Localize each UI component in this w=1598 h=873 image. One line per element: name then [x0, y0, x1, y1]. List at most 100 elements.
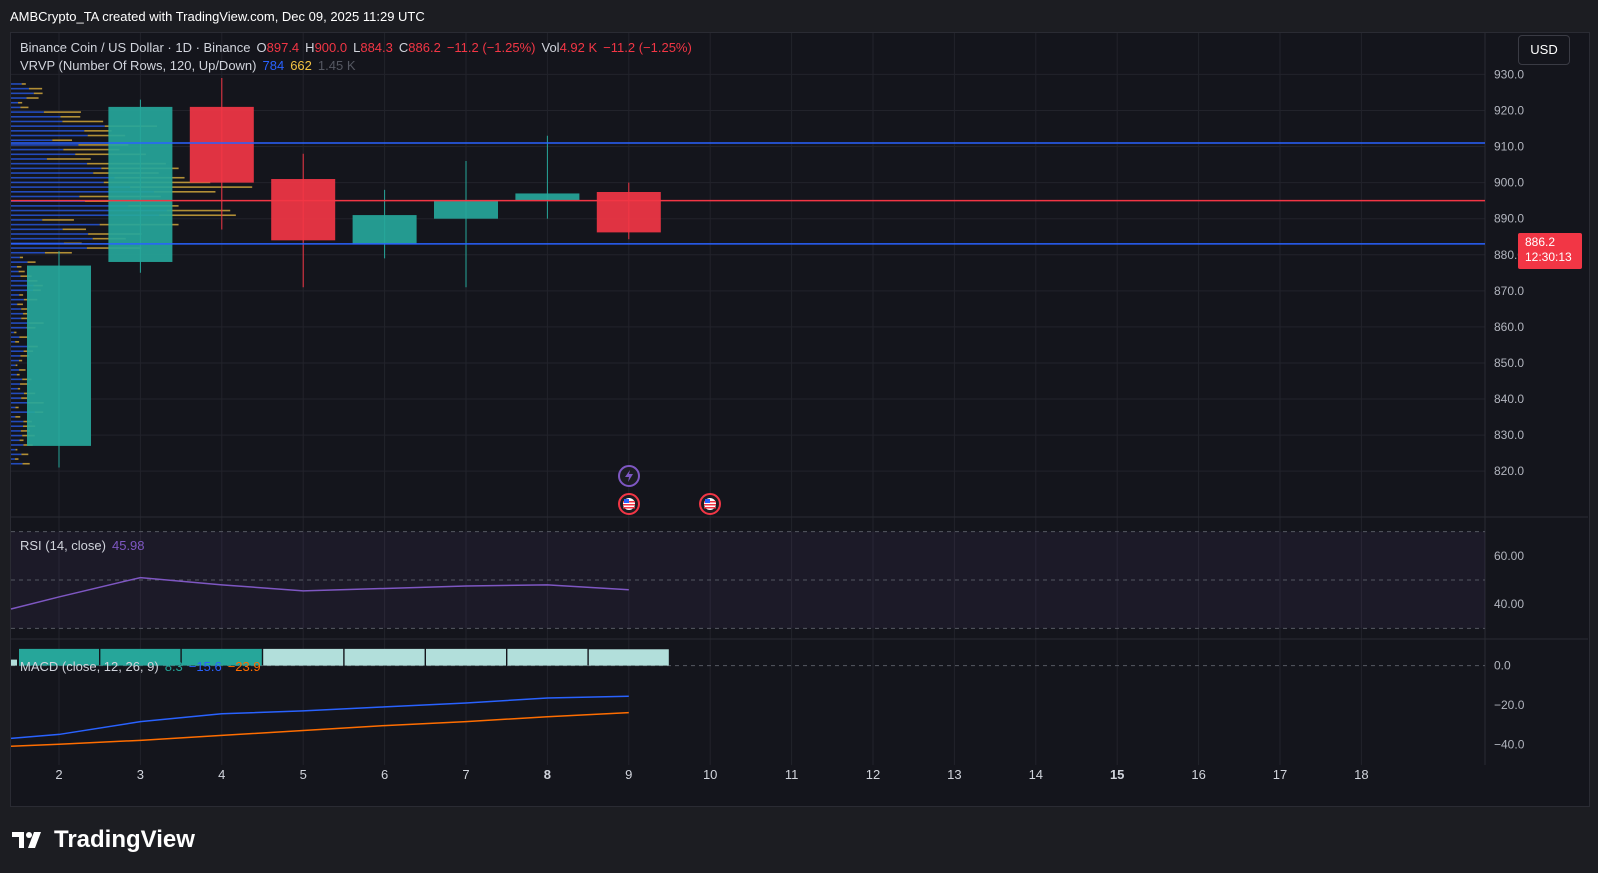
vrvp-down-row — [62, 228, 87, 231]
vrvp-down-row — [22, 378, 32, 381]
vrvp-down-row — [153, 191, 216, 193]
time-axis-label: 12 — [866, 767, 880, 782]
vrvp-down-value: 662 — [290, 58, 312, 73]
vrvp-up-row — [11, 176, 115, 179]
time-axis-label: 18 — [1354, 767, 1368, 782]
vrvp-up-row — [11, 298, 24, 301]
vrvp-up-row — [11, 284, 34, 287]
macd-hist-bar — [11, 659, 17, 666]
time-axis-label: 14 — [1029, 767, 1043, 782]
us-flag-icon[interactable] — [699, 493, 721, 515]
logo-text: TradingView — [54, 826, 195, 853]
vrvp-down-row — [22, 462, 30, 465]
price-axis-label: 860.0 — [1494, 320, 1524, 334]
time-axis-label: 3 — [137, 767, 144, 782]
chart-attribution: AMBCrypto_TA created with TradingView.co… — [10, 9, 425, 24]
time-axis-label: 4 — [218, 767, 225, 782]
vrvp-down-row — [18, 270, 25, 273]
vrvp-up-row — [11, 439, 20, 442]
vrvp-up-value: 784 — [262, 58, 285, 73]
vrvp-name[interactable]: VRVP (Number Of Rows, 120, Up/Down) — [20, 58, 257, 73]
vrvp-up-row — [11, 397, 22, 399]
vrvp-down-row — [21, 397, 28, 399]
vrvp-up-row — [11, 153, 76, 156]
price-axis-label: 870.0 — [1494, 284, 1524, 298]
tradingview-logo-icon — [12, 832, 41, 848]
macd-hist-bar — [19, 648, 99, 666]
earnings-icon[interactable] — [618, 465, 640, 487]
price-axis-label: 830.0 — [1494, 428, 1524, 442]
vrvp-up-row — [11, 411, 35, 413]
vrvp-up-row — [11, 331, 15, 334]
vrvp-up-row — [11, 228, 63, 231]
vrvp-down-row — [19, 439, 24, 442]
candle-body — [108, 106, 173, 262]
vrvp-up-row — [11, 125, 105, 127]
time-axis-label: 10 — [703, 767, 717, 782]
vrvp-up-row — [11, 214, 160, 217]
vrvp-up-row — [11, 387, 18, 390]
rsi-name[interactable]: RSI (14, close) — [20, 538, 106, 553]
vrvp-up-row — [11, 453, 22, 456]
macd-name[interactable]: MACD (close, 12, 26, 9) — [20, 659, 159, 674]
vrvp-up-row — [11, 219, 43, 221]
macd-hist-bar — [100, 648, 181, 666]
vrvp-down-row — [18, 101, 23, 104]
time-axis-label: 9 — [625, 767, 632, 782]
vrvp-up-row — [11, 191, 154, 193]
high-value: 900.0 — [314, 40, 348, 55]
last-price: 886.2 — [1525, 235, 1556, 249]
chart-frame[interactable] — [10, 32, 1590, 807]
vrvp-up-row — [11, 205, 129, 207]
axes: 930.0920.0910.0900.0890.0880.0870.0860.0… — [55, 67, 1524, 782]
vrvp-up-row — [11, 167, 102, 170]
tradingview-logo[interactable]: TradingView — [12, 826, 195, 854]
vrvp-down-row — [130, 186, 253, 188]
vrvp-legend: VRVP (Number Of Rows, 120, Up/Down) 784 66… — [20, 58, 362, 73]
vrvp-down-row — [20, 430, 30, 432]
candle-body — [189, 106, 254, 183]
vrvp-down-row — [21, 453, 29, 456]
vrvp-down-row — [166, 209, 231, 212]
vrvp-total-value: 1.45 K — [317, 58, 356, 73]
symbol-name[interactable]: Binance Coin / US Dollar · 1D · Binance — [20, 40, 251, 55]
vrvp-down-row — [62, 120, 104, 123]
candle-body — [515, 193, 580, 201]
vrvp-up-row — [11, 233, 89, 235]
time-axis-label: 7 — [462, 767, 469, 782]
vrvp-down-row — [15, 448, 18, 451]
macd-hist-bar — [426, 648, 506, 666]
vrvp-up-row — [11, 430, 21, 432]
vrvp-up-row — [11, 266, 17, 268]
vrvp-down-row — [19, 256, 24, 259]
vrvp-up-row — [11, 303, 18, 306]
vrvp-up-row — [11, 341, 16, 343]
vrvp-up-row — [11, 434, 23, 437]
vrvp-up-row — [11, 406, 16, 409]
currency-button[interactable]: USD — [1518, 35, 1570, 65]
vrvp-down-row — [21, 317, 29, 320]
vrvp-down-row — [84, 130, 112, 132]
price-axis-label: 930.0 — [1494, 67, 1524, 81]
grid-lines — [11, 33, 1588, 765]
macd-hist-bar — [588, 649, 669, 666]
vrvp-up-row — [11, 195, 80, 198]
price-axis-label: 900.0 — [1494, 176, 1524, 190]
vrvp-up-row — [11, 308, 22, 310]
vrvp-down-row — [15, 406, 19, 409]
last-price-tag: 886.2 12:30:13 — [1518, 233, 1582, 269]
time-axis-label: 8 — [544, 767, 551, 782]
vrvp-down-row — [14, 331, 17, 334]
vrvp-up-row — [11, 270, 19, 273]
vrvp-up-row — [11, 317, 22, 320]
vrvp-up-row — [11, 444, 24, 446]
vrvp-down-row — [17, 303, 23, 306]
volume-label: Vol — [541, 40, 560, 55]
macd-hist-bar — [181, 648, 262, 666]
vrvp-down-row — [21, 83, 26, 85]
vrvp-up-row — [11, 462, 23, 465]
macd-line — [10, 695, 629, 740]
us-flag-icon[interactable] — [618, 493, 640, 515]
macd-hist-bar — [263, 648, 344, 666]
